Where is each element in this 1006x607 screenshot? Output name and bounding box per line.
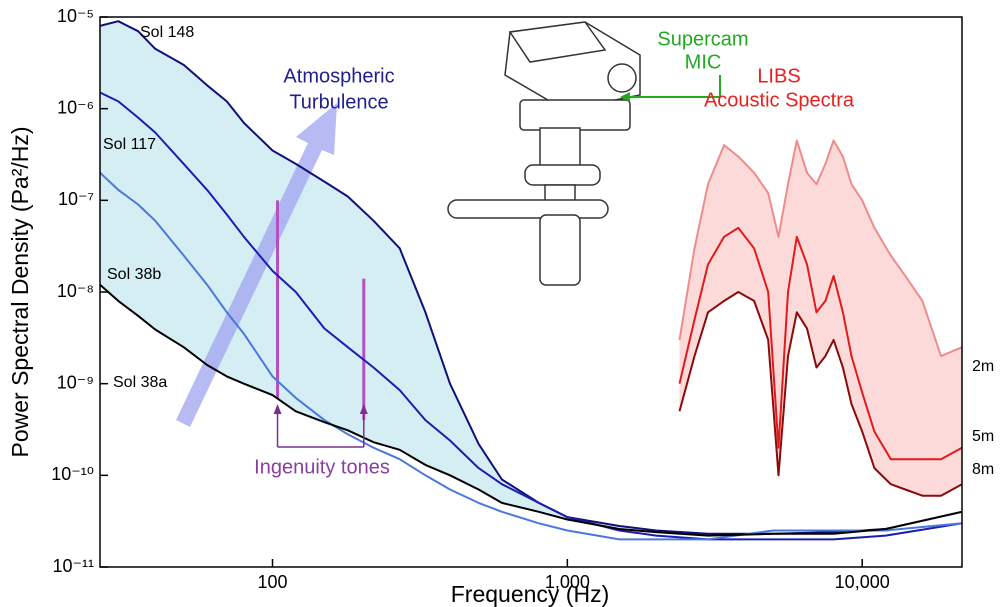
annotation: Ingenuity tones xyxy=(254,456,390,478)
y-tick-label: 10⁻⁶ xyxy=(57,97,94,117)
series-line xyxy=(99,283,963,537)
y-tick-label: 10⁻¹¹ xyxy=(52,556,94,576)
series-label: 2m xyxy=(972,358,994,375)
x-tick-label: 1,000 xyxy=(545,572,590,592)
series-label: Sol 117 xyxy=(103,136,156,153)
y-tick-label: 10⁻⁷ xyxy=(58,189,94,209)
series-label: 8m xyxy=(972,461,994,478)
y-tick-label: 10⁻⁵ xyxy=(57,6,94,26)
series-label: 5m xyxy=(972,428,994,445)
instrument-drawing xyxy=(447,21,641,286)
turbulence-arrow xyxy=(176,103,337,427)
mic-arrowhead xyxy=(620,92,630,102)
series-label: Sol 38a xyxy=(113,374,167,391)
y-tick-label: 10⁻⁹ xyxy=(57,372,94,392)
tones-arrowhead xyxy=(273,404,282,414)
series-label: Sol 38b xyxy=(107,266,161,283)
y-axis-title: Power Spectral Density (Pa²/Hz) xyxy=(7,126,33,457)
x-axis-title: Frequency (Hz) xyxy=(451,581,609,607)
series-line xyxy=(99,20,963,535)
series-line xyxy=(678,226,963,461)
annotation: LIBS xyxy=(757,65,800,87)
band-fill xyxy=(679,140,962,496)
annotation: Supercam xyxy=(657,28,748,50)
series-line xyxy=(99,171,963,541)
series-line xyxy=(678,291,963,497)
series-line xyxy=(678,139,963,358)
y-tick-label: 10⁻⁸ xyxy=(57,281,94,301)
annotation: Turbulence xyxy=(289,91,388,113)
series-line xyxy=(99,91,963,541)
y-tick-label: 10⁻¹⁰ xyxy=(51,464,94,484)
x-tick-label: 10,000 xyxy=(835,572,890,592)
band-fill xyxy=(100,21,962,536)
fills xyxy=(100,21,962,536)
lines xyxy=(99,20,963,541)
series-label: Sol 148 xyxy=(140,24,194,41)
x-tick-label: 100 xyxy=(257,572,287,592)
annotation: Acoustic Spectra xyxy=(704,89,855,111)
annotation: Atmospheric xyxy=(283,65,394,87)
annotation: MIC xyxy=(685,51,722,73)
tones-arrowhead xyxy=(359,404,368,414)
